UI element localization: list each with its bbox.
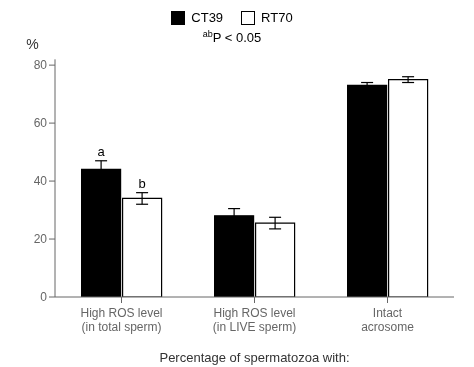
svg-text:High ROS level(in total sperm): High ROS level(in total sperm) xyxy=(80,306,162,334)
svg-text:0: 0 xyxy=(40,290,47,304)
svg-text:a: a xyxy=(97,144,105,159)
svg-text:Intactacrosome: Intactacrosome xyxy=(361,306,414,334)
svg-text:80: 80 xyxy=(34,58,48,72)
html-text:CT39: CT39 xyxy=(191,10,224,25)
svg-text:b: b xyxy=(138,176,145,191)
html-text:abP < 0.05: abP < 0.05 xyxy=(202,29,262,46)
svg-text:40: 40 xyxy=(34,174,48,188)
svg-text:60: 60 xyxy=(34,116,48,130)
html-text:RT70: RT70 xyxy=(261,10,293,25)
svg-text:Percentage of spermatozoa with: Percentage of spermatozoa with: xyxy=(159,350,349,365)
svg-text:%: % xyxy=(26,36,38,52)
svg-text:High ROS level(in LIVE sperm): High ROS level(in LIVE sperm) xyxy=(213,306,296,334)
svg-text:20: 20 xyxy=(34,232,48,246)
